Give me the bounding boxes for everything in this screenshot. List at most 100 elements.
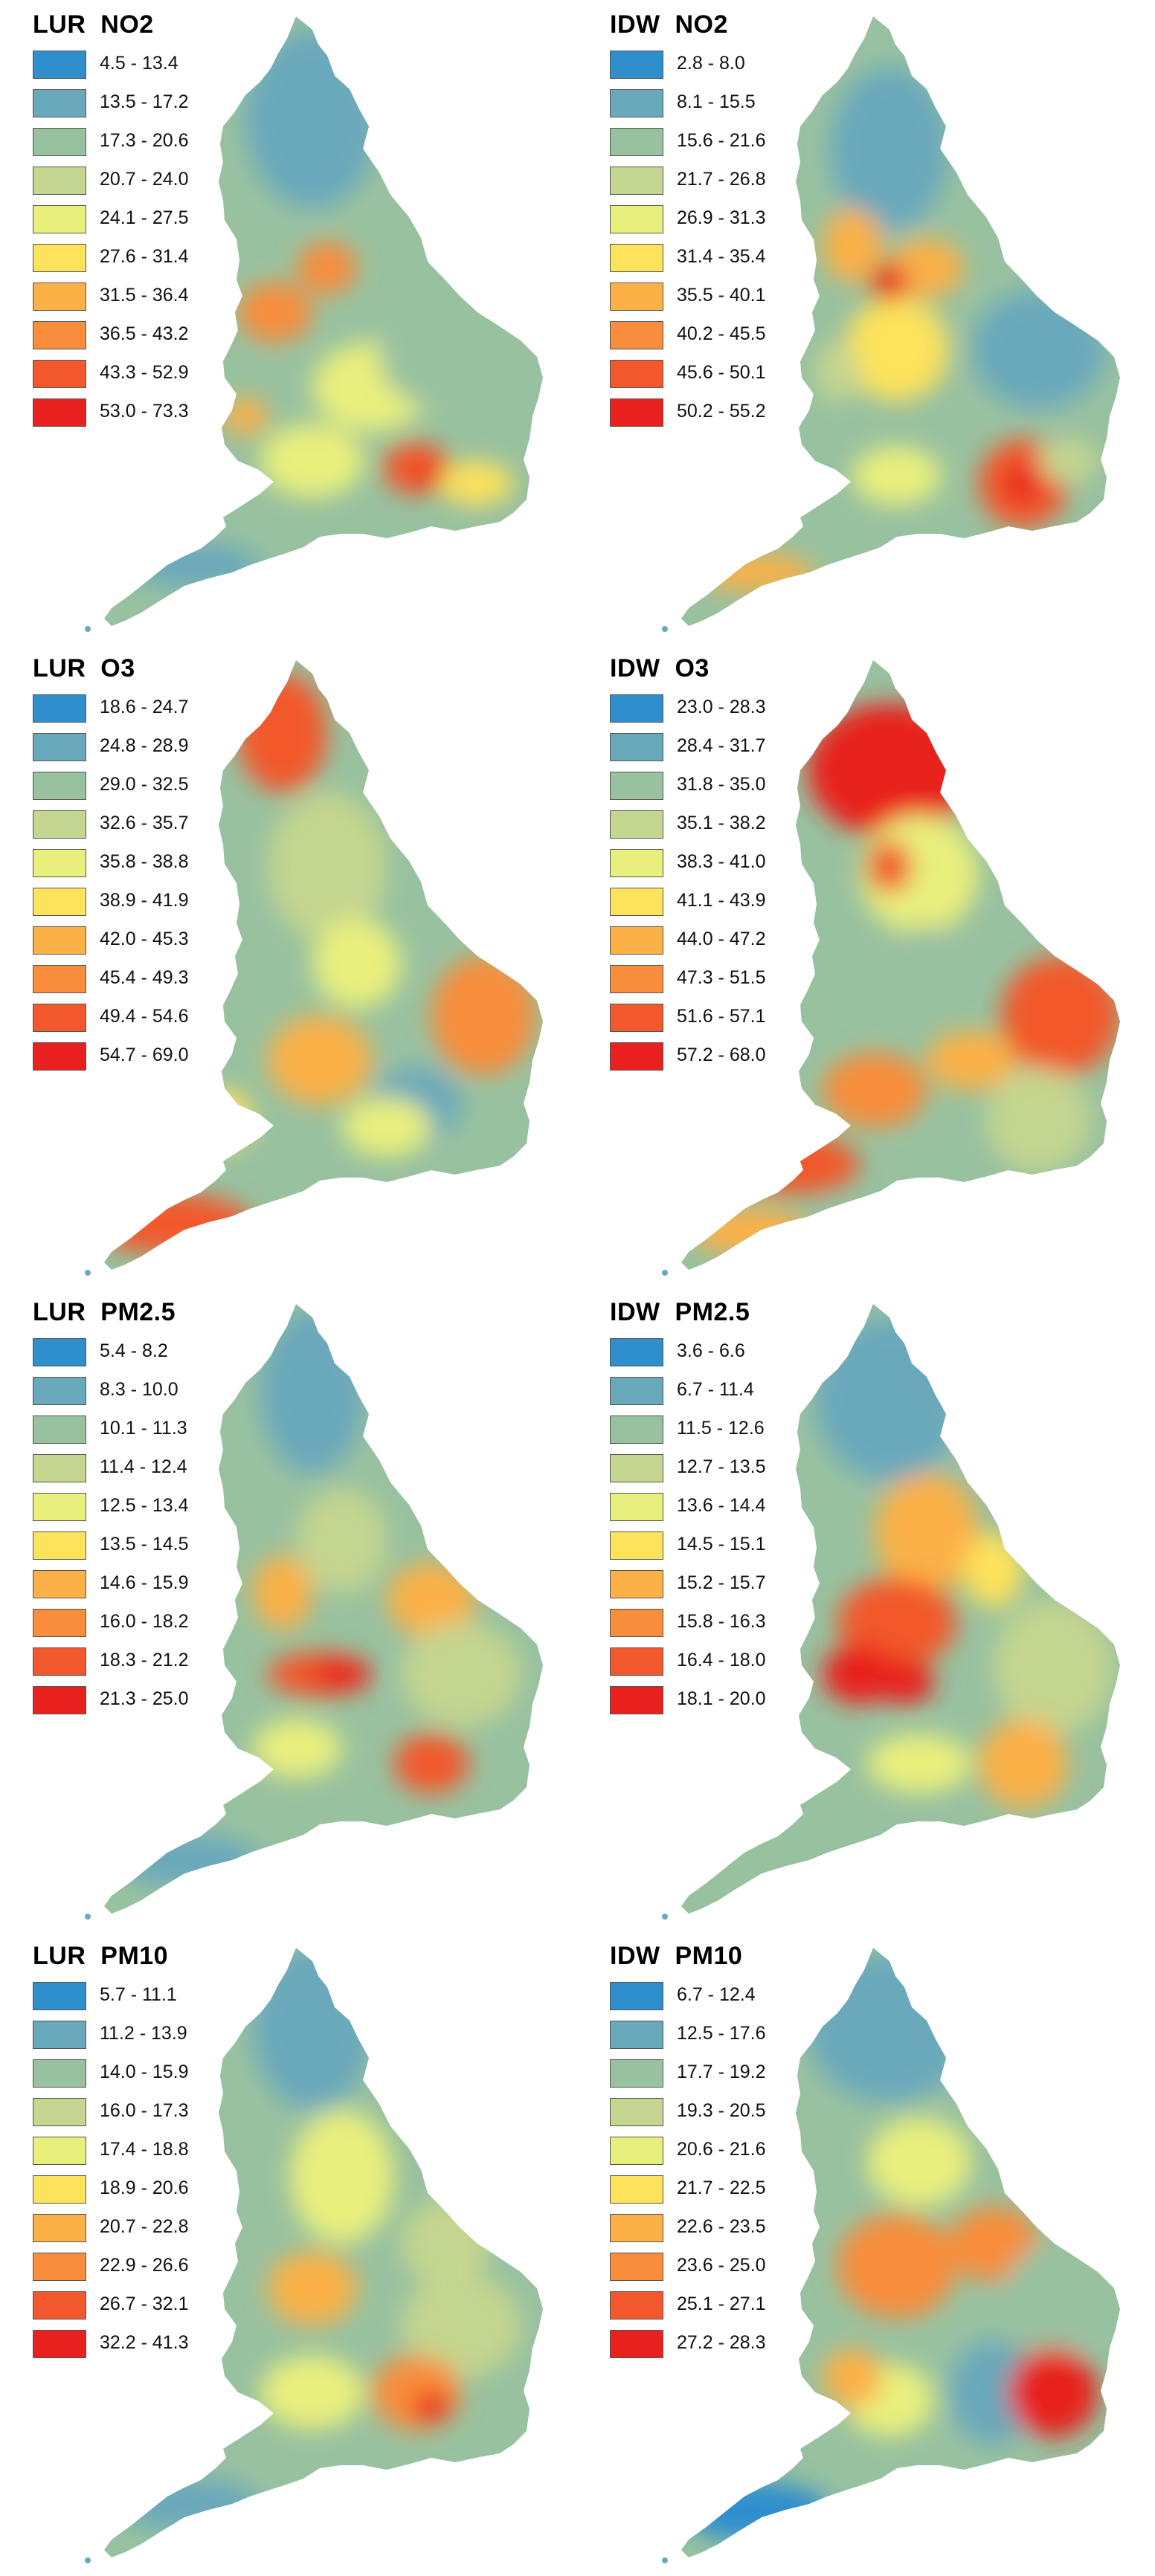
legend-range-label: 6.7 - 12.4 [677, 1984, 756, 2005]
legend-range-label: 51.6 - 57.1 [677, 1006, 766, 1027]
map-panel: LUR PM10 5.7 - 11.1 11.2 - 13.9 14.0 - 15.9… [0, 1931, 577, 2575]
concentration-region [1001, 956, 1120, 1075]
england-choropleth-map [85, 660, 543, 1276]
legend-swatch [610, 205, 663, 233]
legend-swatch [33, 398, 86, 427]
legend-swatch [610, 1338, 663, 1366]
legend-swatch [33, 733, 86, 761]
legend-swatch [610, 2098, 663, 2126]
legend-range-label: 16.0 - 17.3 [100, 2100, 189, 2121]
legend-swatch [33, 772, 86, 800]
legend-swatch [610, 2291, 663, 2320]
legend-range-label: 11.4 - 12.4 [100, 1456, 187, 1477]
legend-swatch [33, 849, 86, 877]
england-choropleth-map [85, 1304, 543, 1920]
legend-range-label: 10.1 - 11.3 [100, 1418, 187, 1439]
legend-range-label: 42.0 - 45.3 [100, 929, 189, 949]
concentration-region [193, 1090, 253, 1149]
concentration-region [1038, 439, 1098, 483]
legend-range-label: 57.2 - 68.0 [677, 1045, 766, 1065]
legend-swatch [610, 1415, 663, 1444]
concentration-region [413, 2392, 450, 2422]
legend-range-label: 20.6 - 21.6 [677, 2139, 766, 2160]
concentration-region [971, 290, 1105, 409]
legend-swatch [610, 810, 663, 839]
legend-swatch [33, 51, 86, 79]
legend-range-label: 50.2 - 55.2 [677, 401, 766, 422]
concentration-region [689, 1209, 808, 1253]
map-panel: IDW NO2 2.8 - 8.0 8.1 - 15.5 15.6 - 21.6 21.… [577, 0, 1154, 644]
concentration-region [223, 398, 268, 435]
legend-swatch [33, 205, 86, 233]
concentration-region [726, 1134, 860, 1194]
legend-range-label: 12.5 - 17.6 [677, 2023, 766, 2044]
legend-range-label: 17.7 - 19.2 [677, 2062, 766, 2082]
legend-swatch [33, 2291, 86, 2320]
legend-swatch [610, 772, 663, 800]
concentration-region [815, 342, 860, 401]
legend-range-label: 20.7 - 22.8 [100, 2216, 189, 2237]
legend-range-label: 13.5 - 17.2 [100, 91, 189, 112]
legend-range-label: 4.5 - 13.4 [100, 53, 178, 74]
island-mark [662, 1914, 668, 1920]
legend-swatch [610, 321, 663, 349]
legend-range-label: 15.2 - 15.7 [677, 1572, 766, 1593]
legend-range-label: 11.2 - 13.9 [100, 2023, 187, 2044]
concentration-region [104, 1194, 253, 1253]
concentration-region [845, 297, 949, 401]
legend-swatch [33, 1042, 86, 1071]
legend-swatch [33, 888, 86, 916]
legend-range-label: 12.5 - 13.4 [100, 1495, 189, 1516]
legend-swatch [33, 1609, 86, 1637]
concentration-region [290, 2110, 394, 2244]
legend-range-label: 43.3 - 52.9 [100, 362, 189, 383]
legend-range-label: 14.0 - 15.9 [100, 2062, 189, 2082]
panel-title: LUR O3 [33, 654, 135, 682]
legend-swatch [33, 89, 86, 117]
concentration-region [852, 446, 942, 506]
legend-range-label: 54.7 - 69.0 [100, 1045, 189, 1065]
legend-swatch [33, 128, 86, 156]
legend-swatch [33, 1493, 86, 1521]
legend-range-label: 27.2 - 28.3 [677, 2332, 766, 2353]
legend-range-label: 32.2 - 41.3 [100, 2332, 189, 2353]
legend-range-label: 24.8 - 28.9 [100, 735, 189, 756]
legend-range-label: 21.3 - 25.0 [100, 1688, 189, 1709]
concentration-region [372, 2355, 461, 2430]
concentration-region [387, 1563, 476, 1637]
legend-swatch [610, 1531, 663, 1560]
concentration-region [837, 2214, 956, 2318]
legend-swatch [610, 1377, 663, 1405]
map-panel: LUR O3 18.6 - 24.7 24.8 - 28.9 29.0 - 32.5 3… [0, 644, 577, 1288]
legend-swatch [610, 1042, 663, 1071]
legend-swatch [610, 2330, 663, 2358]
concentration-region [253, 1719, 342, 1778]
concentration-region [268, 2251, 357, 2325]
concentration-region [260, 1310, 364, 1473]
concentration-region [875, 1659, 934, 1704]
legend-range-label: 38.3 - 41.0 [677, 851, 766, 872]
legend-swatch [33, 1377, 86, 1405]
concentration-region [964, 1533, 1023, 1607]
legend-range-label: 47.3 - 51.5 [677, 967, 766, 988]
legend-swatch [33, 360, 86, 388]
legend-swatch [33, 1647, 86, 1676]
concentration-region [867, 841, 912, 893]
concentration-region [268, 793, 387, 941]
legend-swatch [33, 1454, 86, 1482]
legend-range-label: 26.7 - 32.1 [100, 2293, 189, 2314]
concentration-region [342, 1097, 431, 1157]
legend-swatch [610, 2253, 663, 2281]
legend-swatch [610, 167, 663, 195]
concentration-region [112, 2478, 260, 2530]
panel-title: IDW PM10 [610, 1942, 743, 1970]
legend-swatch [33, 2214, 86, 2242]
legend-range-label: 40.2 - 45.5 [677, 323, 766, 344]
legend-swatch [33, 1415, 86, 1444]
concentration-region [823, 2348, 882, 2407]
concentration-region [394, 1734, 469, 1793]
legend-range-label: 17.4 - 18.8 [100, 2139, 189, 2160]
map-panel: LUR NO2 4.5 - 13.4 13.5 - 17.2 17.3 - 20.6 2… [0, 0, 577, 644]
legend-swatch [610, 1647, 663, 1676]
